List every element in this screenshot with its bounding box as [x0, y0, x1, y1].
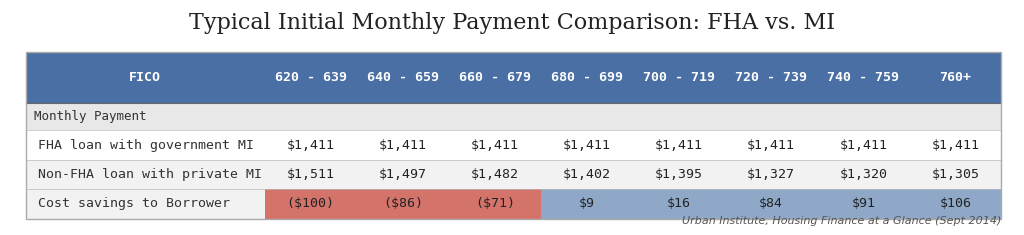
Bar	[817, 189, 909, 219]
Bar	[26, 160, 1001, 189]
Text: $1,395: $1,395	[655, 168, 703, 181]
Text: $1,411: $1,411	[287, 139, 335, 152]
Text: 660 - 679: 660 - 679	[459, 71, 530, 84]
Text: $1,511: $1,511	[287, 168, 335, 181]
Text: $1,411: $1,411	[655, 139, 703, 152]
Text: 740 - 759: 740 - 759	[827, 71, 899, 84]
Text: $1,411: $1,411	[840, 139, 888, 152]
Text: ($71): ($71)	[475, 197, 515, 210]
Text: $1,320: $1,320	[840, 168, 888, 181]
Text: $1,411: $1,411	[563, 139, 611, 152]
Text: Non-FHA loan with private MI: Non-FHA loan with private MI	[38, 168, 262, 181]
Text: 720 - 739: 720 - 739	[735, 71, 807, 84]
Text: 700 - 719: 700 - 719	[643, 71, 715, 84]
Text: FHA loan with government MI: FHA loan with government MI	[38, 139, 254, 152]
Text: 680 - 699: 680 - 699	[551, 71, 623, 84]
Text: $1,411: $1,411	[748, 139, 796, 152]
Text: 760+: 760+	[939, 71, 972, 84]
Text: $1,402: $1,402	[563, 168, 611, 181]
Text: $16: $16	[667, 197, 691, 210]
Text: $9: $9	[579, 197, 595, 210]
Text: $1,327: $1,327	[748, 168, 796, 181]
Text: ($86): ($86)	[383, 197, 423, 210]
Bar	[633, 189, 725, 219]
Bar	[26, 52, 1001, 219]
Text: $1,497: $1,497	[379, 168, 427, 181]
Text: Urban Institute, Housing Finance at a Glance (Sept 2014): Urban Institute, Housing Finance at a Gl…	[682, 215, 1001, 226]
Text: $106: $106	[939, 197, 972, 210]
Text: Cost savings to Borrower: Cost savings to Borrower	[38, 197, 229, 210]
Bar	[356, 189, 449, 219]
Bar	[541, 189, 633, 219]
Text: $91: $91	[851, 197, 876, 210]
Bar	[725, 189, 817, 219]
Text: $1,411: $1,411	[471, 139, 519, 152]
Bar	[26, 130, 1001, 160]
Text: $1,411: $1,411	[932, 139, 979, 152]
Bar	[26, 52, 1001, 103]
Bar	[449, 189, 541, 219]
Text: $1,305: $1,305	[932, 168, 979, 181]
Text: 620 - 639: 620 - 639	[274, 71, 347, 84]
Text: FICO: FICO	[129, 71, 161, 84]
Text: $84: $84	[759, 197, 783, 210]
Bar	[26, 103, 1001, 130]
Text: $1,411: $1,411	[379, 139, 427, 152]
Text: ($100): ($100)	[287, 197, 335, 210]
Text: Monthly Payment: Monthly Payment	[34, 110, 146, 123]
Text: $1,482: $1,482	[471, 168, 519, 181]
Bar	[909, 189, 1001, 219]
Bar	[264, 189, 356, 219]
Text: Typical Initial Monthly Payment Comparison: FHA vs. MI: Typical Initial Monthly Payment Comparis…	[189, 12, 835, 34]
Bar	[26, 189, 1001, 219]
Text: 640 - 659: 640 - 659	[367, 71, 439, 84]
